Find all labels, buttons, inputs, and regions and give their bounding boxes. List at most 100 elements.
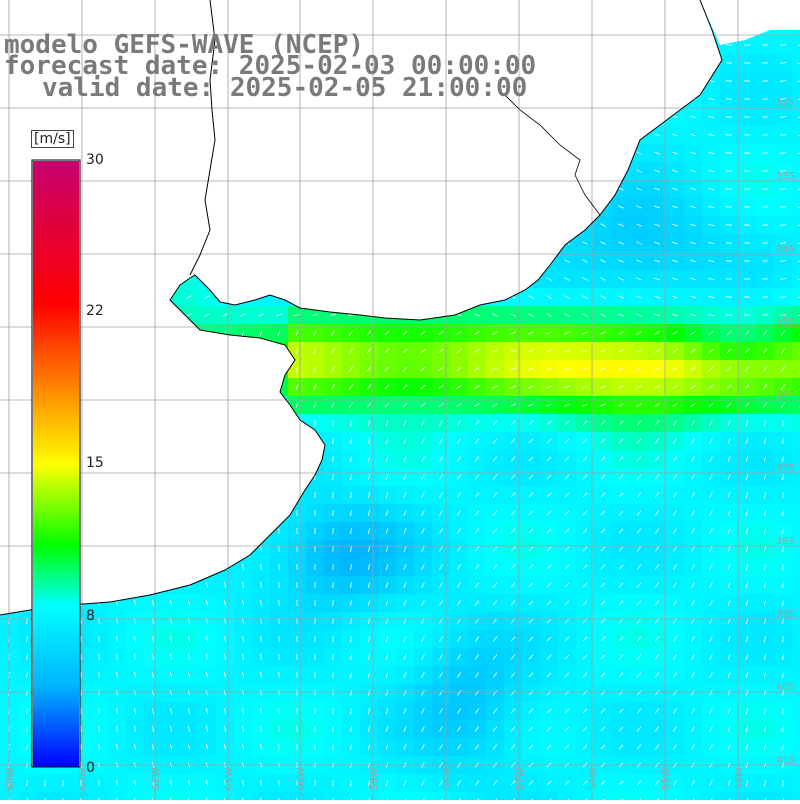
lon-label: 60W bbox=[296, 767, 307, 790]
speed-cell bbox=[594, 792, 613, 800]
wind-arrow bbox=[333, 690, 334, 696]
lon-label: 55W bbox=[661, 767, 672, 790]
wind-arrow bbox=[279, 780, 280, 786]
wind-arrow bbox=[279, 420, 280, 426]
lon-label: 62W bbox=[151, 767, 162, 790]
lon-label: 61W bbox=[224, 767, 235, 790]
lon-label: 58W bbox=[442, 767, 453, 790]
wind-arrow bbox=[279, 456, 280, 462]
wind-arrow bbox=[279, 690, 280, 696]
speed-cell bbox=[252, 792, 271, 800]
color-scale-bar bbox=[32, 160, 80, 768]
wind-arrow bbox=[45, 780, 46, 786]
speed-cell bbox=[792, 360, 800, 379]
speed-cell bbox=[648, 792, 667, 800]
speed-cell bbox=[522, 792, 541, 800]
speed-cell bbox=[630, 792, 649, 800]
wind-arrow bbox=[279, 654, 280, 660]
lat-label: 35S bbox=[776, 317, 795, 328]
legend-tick-0: 0 bbox=[86, 760, 95, 776]
speed-cell bbox=[558, 792, 577, 800]
speed-cell bbox=[450, 792, 469, 800]
wind-arrow bbox=[333, 546, 334, 552]
speed-cell bbox=[792, 738, 800, 757]
wind-arrow bbox=[279, 672, 280, 678]
wind-arrow bbox=[333, 438, 334, 444]
valid-date: valid date: 2025-02-05 21:00:00 bbox=[42, 75, 527, 101]
wind-arrow bbox=[333, 492, 334, 498]
speed-cell bbox=[792, 558, 800, 577]
speed-cell bbox=[270, 792, 289, 800]
lon-label: 56W bbox=[588, 767, 599, 790]
legend-unit-label: [m/s] bbox=[31, 130, 74, 148]
speed-cell bbox=[720, 792, 739, 800]
wind-arrow bbox=[279, 636, 280, 642]
wind-arrow bbox=[333, 636, 334, 642]
wind-arrow bbox=[333, 672, 334, 678]
wind-arrow bbox=[333, 780, 334, 786]
legend-tick-22: 22 bbox=[86, 303, 104, 319]
lat-label: 40S bbox=[776, 682, 795, 693]
speed-cell bbox=[612, 792, 631, 800]
lon-label: 59W bbox=[369, 767, 380, 790]
speed-cell bbox=[792, 774, 800, 793]
speed-cell bbox=[666, 792, 685, 800]
speed-cell bbox=[468, 792, 487, 800]
speed-cell bbox=[414, 792, 433, 800]
speed-cell bbox=[108, 792, 127, 800]
speed-cell bbox=[162, 792, 181, 800]
wind-arrow bbox=[279, 528, 280, 534]
lat-label: 37S bbox=[776, 463, 795, 474]
speed-cell bbox=[126, 792, 145, 800]
lat-label: 34S bbox=[776, 244, 795, 255]
wind-arrow bbox=[279, 438, 280, 444]
speed-cell bbox=[90, 792, 109, 800]
speed-cell bbox=[792, 486, 800, 505]
wind-arrow bbox=[279, 474, 280, 480]
lat-label: 33S bbox=[776, 171, 795, 182]
wind-arrow bbox=[333, 744, 334, 750]
speed-cell bbox=[504, 792, 523, 800]
speed-cell bbox=[792, 342, 800, 361]
wind-arrow bbox=[279, 726, 280, 732]
speed-cell bbox=[216, 792, 235, 800]
speed-cell bbox=[792, 576, 800, 595]
speed-cell bbox=[432, 792, 451, 800]
lat-label: 41S bbox=[776, 755, 795, 766]
wind-arrow bbox=[333, 564, 334, 570]
speed-cell bbox=[234, 792, 253, 800]
legend-tick-8: 8 bbox=[86, 608, 95, 624]
wind-arrow bbox=[279, 564, 280, 570]
legend-tick-30: 30 bbox=[86, 152, 104, 168]
wind-arrow bbox=[333, 420, 334, 426]
wind-arrow bbox=[333, 510, 334, 516]
speed-cell bbox=[144, 792, 163, 800]
speed-cell bbox=[378, 792, 397, 800]
wind-arrow bbox=[333, 726, 334, 732]
lon-label: 57W bbox=[515, 767, 526, 790]
speed-cell bbox=[684, 792, 703, 800]
lat-label: 38S bbox=[776, 536, 795, 547]
wind-arrow bbox=[333, 456, 334, 462]
speed-cell bbox=[792, 414, 800, 433]
speed-cell bbox=[540, 792, 559, 800]
speed-cell bbox=[396, 792, 415, 800]
speed-cell bbox=[702, 792, 721, 800]
lat-label: 36S bbox=[776, 390, 795, 401]
lon-label: 54W bbox=[734, 767, 745, 790]
speed-cell bbox=[198, 792, 217, 800]
wind-arrow bbox=[279, 582, 280, 588]
lat-label: 39S bbox=[776, 609, 795, 620]
wind-arrow bbox=[333, 600, 334, 606]
speed-cell bbox=[792, 432, 800, 451]
wind-arrow bbox=[279, 708, 280, 714]
wind-arrow bbox=[333, 654, 334, 660]
speed-cell bbox=[792, 702, 800, 721]
lat-label: 32S bbox=[776, 98, 795, 109]
wind-arrow bbox=[333, 474, 334, 480]
speed-cell bbox=[792, 630, 800, 649]
legend-tick-15: 15 bbox=[86, 455, 104, 471]
wind-arrow bbox=[279, 510, 280, 516]
